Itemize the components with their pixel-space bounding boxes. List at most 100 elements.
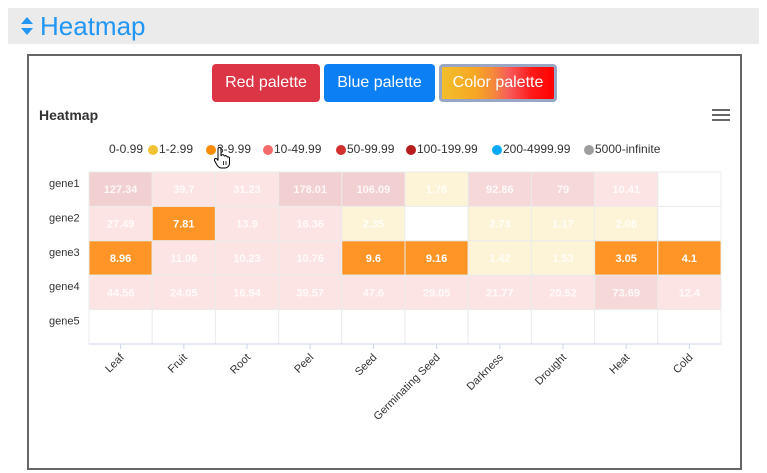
cell-value: 2.35 xyxy=(363,219,384,231)
gene-label: gene2 xyxy=(49,212,80,224)
cell-value: 7.81 xyxy=(173,219,194,231)
color-palette-button[interactable]: Color palette xyxy=(439,64,557,102)
heatmap-cell xyxy=(530,240,596,276)
legend-marker xyxy=(148,145,158,155)
heatmap-panel: Red palette Blue palette Color palette H… xyxy=(27,54,742,470)
cell-value: 2.08 xyxy=(615,219,636,231)
heatmap-cell xyxy=(657,205,722,242)
cell-value: 16.36 xyxy=(296,219,324,231)
cell-value: 39.57 xyxy=(296,287,324,299)
heatmap-cell xyxy=(341,309,406,345)
x-tick-label: Seed xyxy=(353,352,380,379)
cell-value: 1.76 xyxy=(426,184,447,196)
cell-value: 2.73 xyxy=(489,219,510,231)
cell-value: 29.05 xyxy=(423,287,451,299)
legend-label: 200-4999.99 xyxy=(503,142,571,156)
heatmap-cell xyxy=(404,309,469,345)
cell-value: 178.01 xyxy=(293,184,327,196)
heatmap-cell xyxy=(214,309,280,345)
section-header[interactable]: Heatmap xyxy=(8,8,759,44)
heatmap-cell xyxy=(341,171,406,207)
cell-value: 47.6 xyxy=(363,287,384,299)
x-tick-label: Leaf xyxy=(103,351,127,375)
cell-value: 27.49 xyxy=(107,219,135,231)
legend-label: 50-99.99 xyxy=(347,142,395,156)
gene-label: gene3 xyxy=(49,247,80,259)
x-tick-label: Peel xyxy=(292,352,316,376)
heatmap-cell xyxy=(467,309,532,345)
red-palette-button[interactable]: Red palette xyxy=(212,64,320,102)
legend-label: 1-2.99 xyxy=(159,142,193,156)
heatmap-cell xyxy=(530,309,596,345)
sort-icon xyxy=(21,17,33,35)
chart-title: Heatmap xyxy=(39,107,99,123)
cell-value: 8.96 xyxy=(110,253,131,265)
heatmap-cell xyxy=(404,171,469,207)
gene-label: gene5 xyxy=(49,316,80,328)
cell-value: 79 xyxy=(557,184,569,196)
x-tick-label: Root xyxy=(228,352,253,377)
heatmap-cell xyxy=(404,205,469,242)
x-tick-label: Darkness xyxy=(465,351,507,393)
x-tick-label: Drought xyxy=(533,352,569,388)
heatmap-cell xyxy=(214,240,280,276)
hamburger-menu-icon[interactable] xyxy=(712,109,730,123)
heatmap-cell xyxy=(278,309,343,345)
heatmap-cell xyxy=(88,205,153,242)
heatmap-cell xyxy=(278,274,343,311)
cell-value: 73.69 xyxy=(612,287,640,299)
heatmap-cell xyxy=(341,240,406,276)
cell-value: 24.05 xyxy=(170,287,198,299)
cell-value: 1.17 xyxy=(552,219,573,231)
cell-value: 3.05 xyxy=(615,253,636,265)
cell-value: 16.94 xyxy=(233,287,261,299)
legend-label: 5000-infinite xyxy=(595,142,661,156)
legend-marker xyxy=(492,145,502,155)
legend-label: 0-0.99 xyxy=(109,142,143,156)
x-tick-label: Heat xyxy=(607,352,632,377)
heatmap-cell xyxy=(657,171,722,207)
legend-label: 10-49.99 xyxy=(274,142,322,156)
heatmap-cell xyxy=(467,205,532,242)
heatmap-cell xyxy=(278,240,343,276)
cell-value: 12.4 xyxy=(679,287,701,299)
cell-value: 4.1 xyxy=(682,253,697,265)
heatmap-cell xyxy=(530,171,596,207)
cell-value: 127.34 xyxy=(104,184,139,196)
cell-value: 11.06 xyxy=(170,253,197,265)
heatmap-cell xyxy=(657,274,722,311)
cell-value: 9.6 xyxy=(366,253,381,265)
x-tick-label: Fruit xyxy=(166,352,190,376)
heatmap-cell xyxy=(467,240,532,276)
cell-value: 9.16 xyxy=(426,253,447,265)
section-title: Heatmap xyxy=(40,11,146,41)
cell-value: 20.52 xyxy=(549,287,577,299)
heatmap-cell xyxy=(404,274,469,311)
legend-label: 3-9.99 xyxy=(217,142,251,156)
cell-value: 10.41 xyxy=(612,184,640,196)
heatmap-cell xyxy=(151,309,216,345)
cell-value: 10.76 xyxy=(296,253,324,265)
x-tick-label: Cold xyxy=(671,352,695,376)
legend-label: 100-199.99 xyxy=(417,142,478,156)
heatmap-cell xyxy=(151,171,216,207)
legend-marker xyxy=(406,145,416,155)
heatmap-cell xyxy=(594,274,659,311)
cell-value: 13.9 xyxy=(236,219,257,231)
heatmap-cell xyxy=(467,171,532,207)
heatmap-cell xyxy=(594,309,659,345)
cell-value: 92.86 xyxy=(486,184,514,196)
heatmap-cell xyxy=(214,274,280,311)
heatmap-chart: 0-0.99 1-2.99 3-9.99 10-49.99 50-99.99 100-19… xyxy=(49,142,722,423)
heatmap-cell xyxy=(88,240,153,276)
cell-value: 1.42 xyxy=(489,253,510,265)
heatmap-cell xyxy=(657,240,722,276)
heatmap-cell xyxy=(657,309,722,345)
blue-palette-button[interactable]: Blue palette xyxy=(324,64,435,102)
cell-value: 21.77 xyxy=(486,287,514,299)
cell-value: 1.53 xyxy=(552,253,573,265)
x-tick-label: Germinating Seed xyxy=(372,352,443,423)
legend-marker xyxy=(263,145,273,155)
cell-value: 10.23 xyxy=(233,253,261,265)
gene-label: gene4 xyxy=(49,281,80,293)
